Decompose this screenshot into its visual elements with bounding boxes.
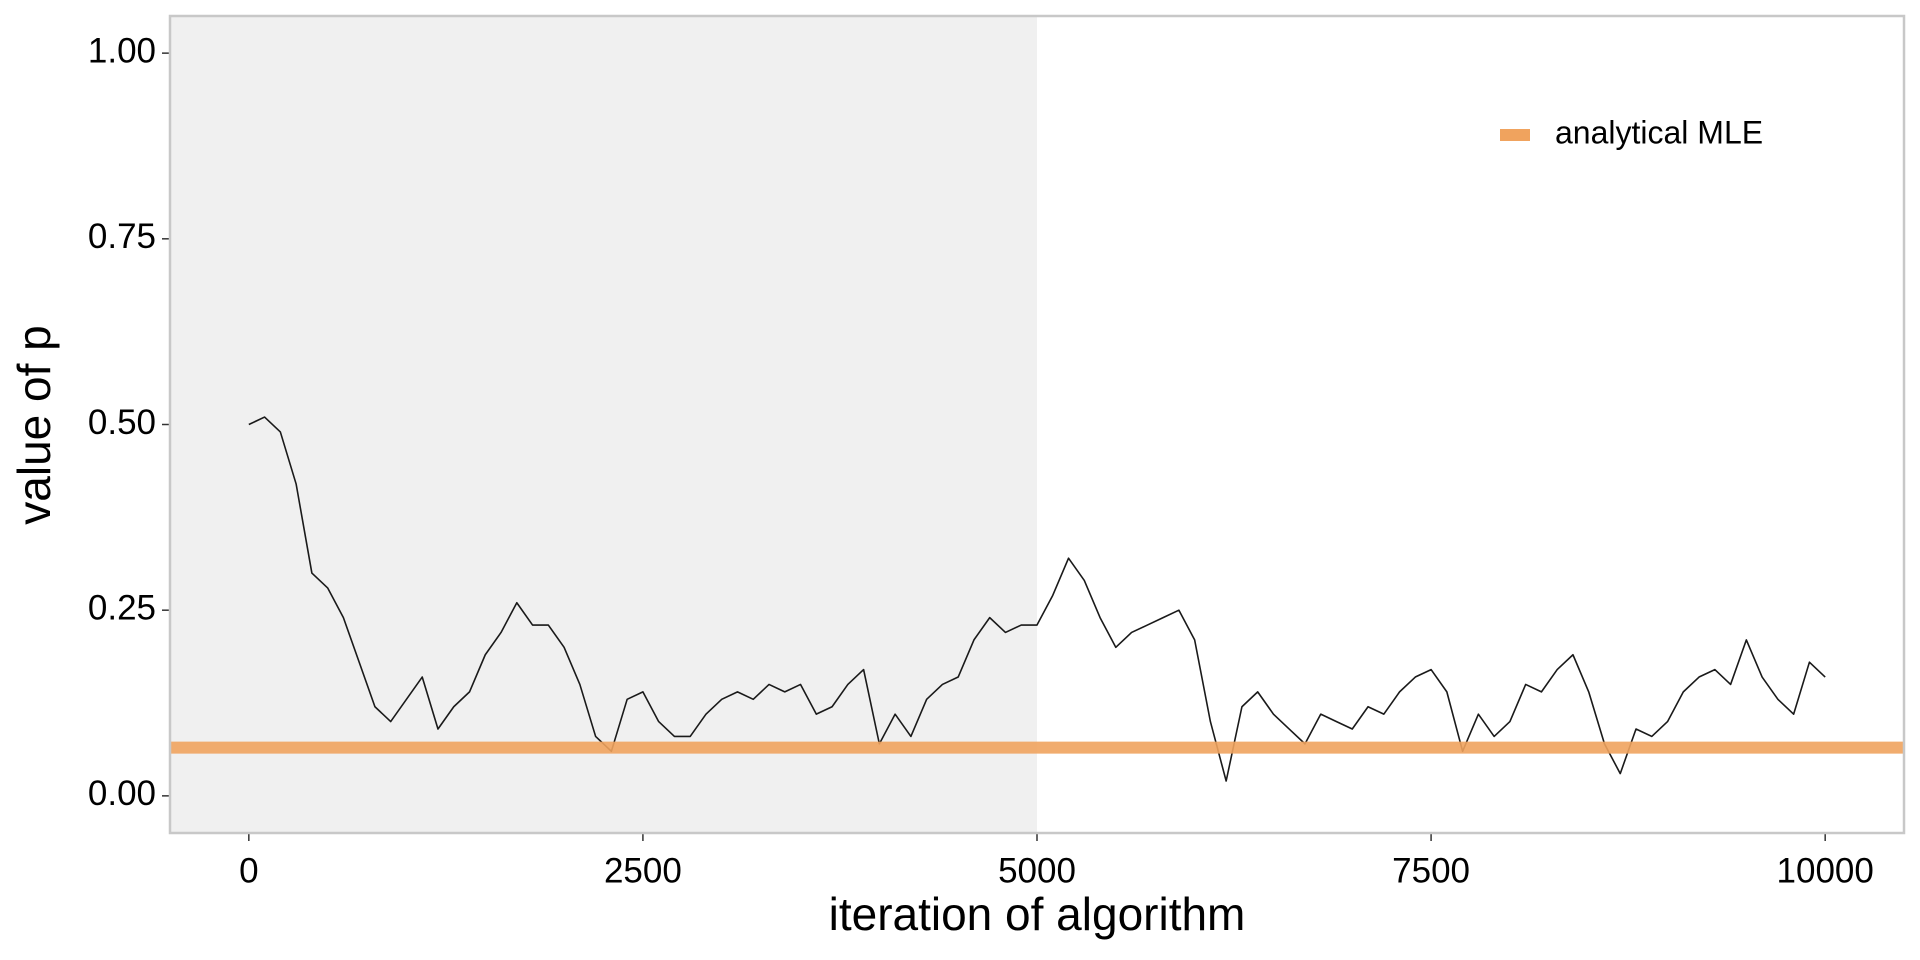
y-tick-label: 1.00: [88, 31, 156, 70]
x-tick-label: 0: [239, 851, 258, 890]
y-tick-label: 0.75: [88, 217, 156, 256]
y-tick-label: 0.00: [88, 774, 156, 813]
panel-border: [168, 14, 1906, 835]
trace-line: [248, 416, 1826, 782]
shaded-region: [170, 16, 1037, 833]
x-tick-label: 2500: [604, 851, 682, 890]
y-tick-label: 0.25: [88, 588, 156, 627]
x-axis-title: iteration of algorithm: [829, 888, 1246, 940]
y-axis-title: value of p: [8, 325, 60, 524]
y-tick-label: 0.50: [88, 403, 156, 442]
x-tick-label: 10000: [1777, 851, 1874, 890]
x-tick-label: 7500: [1392, 851, 1470, 890]
legend-label: analytical MLE: [1555, 114, 1763, 150]
x-tick-label: 5000: [998, 851, 1076, 890]
